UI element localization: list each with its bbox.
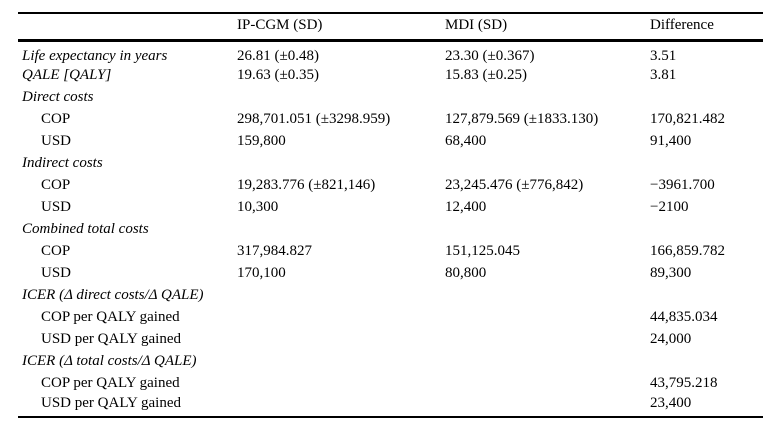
row-label: Direct costs bbox=[22, 89, 94, 105]
row-label: Life expectancy in years bbox=[22, 47, 168, 64]
table-row: COP 298,701.051 (±3298.959) 127,879.569 … bbox=[18, 109, 763, 131]
row-label: COP bbox=[41, 243, 71, 259]
table-row: Life expectancy in years 26.81 (±0.48) 2… bbox=[18, 40, 763, 65]
value-cell-difference: 89,300 bbox=[650, 265, 692, 281]
value-cell-ipcgm: 298,701.051 (±3298.959) bbox=[237, 111, 391, 127]
row-label: Indirect costs bbox=[22, 155, 103, 171]
row-label: ICER (Δ direct costs/Δ QALE) bbox=[22, 287, 204, 303]
value-cell-ipcgm: 19.63 (±0.35) bbox=[237, 67, 319, 83]
row-label: USD bbox=[41, 133, 72, 149]
table-row: USD per QALY gained 23,400 bbox=[18, 395, 763, 417]
value-cell-difference: 91,400 bbox=[650, 133, 692, 149]
value-cell-difference: 43,795.218 bbox=[650, 375, 718, 391]
value-cell-mdi bbox=[445, 153, 650, 175]
value-cell-mdi bbox=[445, 285, 650, 307]
value-cell-mdi bbox=[445, 329, 650, 351]
table-row: ICER (Δ direct costs/Δ QALE) bbox=[18, 285, 763, 307]
value-cell-ipcgm bbox=[237, 219, 445, 241]
row-label: COP bbox=[41, 111, 71, 127]
table-row: USD 159,800 68,400 91,400 bbox=[18, 131, 763, 153]
value-cell-ipcgm bbox=[237, 87, 445, 109]
value-cell-mdi: 12,400 bbox=[445, 199, 487, 215]
value-cell-mdi: 151,125.045 bbox=[445, 243, 520, 259]
value-cell-ipcgm: 26.81 (±0.48) bbox=[237, 47, 319, 64]
table-row: COP 19,283.776 (±821,146) 23,245.476 (±7… bbox=[18, 175, 763, 197]
value-cell-difference bbox=[650, 153, 763, 175]
value-cell-difference bbox=[650, 351, 763, 373]
value-cell-mdi: 23,245.476 (±776,842) bbox=[445, 177, 584, 193]
value-cell-ipcgm bbox=[237, 395, 445, 417]
value-cell-ipcgm: 170,100 bbox=[237, 265, 286, 281]
value-cell-ipcgm: 317,984.827 bbox=[237, 243, 312, 259]
row-label: Combined total costs bbox=[22, 221, 149, 237]
column-header-stub bbox=[18, 13, 237, 40]
value-cell-ipcgm bbox=[237, 285, 445, 307]
table-row: USD per QALY gained 24,000 bbox=[18, 329, 763, 351]
value-cell-mdi: 80,800 bbox=[445, 265, 487, 281]
value-cell-mdi bbox=[445, 219, 650, 241]
row-label: QALE [QALY] bbox=[22, 67, 112, 83]
column-header-ipcgm: IP-CGM (SD) bbox=[237, 16, 323, 33]
value-cell-difference: 23,400 bbox=[650, 394, 692, 411]
table-row: USD 170,100 80,800 89,300 bbox=[18, 263, 763, 285]
table-row: Combined total costs bbox=[18, 219, 763, 241]
column-header-mdi: MDI (SD) bbox=[445, 16, 508, 33]
row-label: ICER (Δ total costs/Δ QALE) bbox=[22, 353, 197, 369]
table-row: COP 317,984.827 151,125.045 166,859.782 bbox=[18, 241, 763, 263]
value-cell-difference bbox=[650, 219, 763, 241]
value-cell-difference: 166,859.782 bbox=[650, 243, 725, 259]
value-cell-difference: −3961.700 bbox=[650, 177, 715, 193]
cost-effectiveness-table: IP-CGM (SD) MDI (SD) Difference Life exp… bbox=[18, 12, 763, 418]
value-cell-mdi: 68,400 bbox=[445, 133, 487, 149]
value-cell-ipcgm bbox=[237, 373, 445, 395]
row-label: USD per QALY gained bbox=[41, 331, 181, 347]
value-cell-mdi: 127,879.569 (±1833.130) bbox=[445, 111, 599, 127]
table-row: QALE [QALY] 19.63 (±0.35) 15.83 (±0.25) … bbox=[18, 65, 763, 87]
table-row: Direct costs bbox=[18, 87, 763, 109]
value-cell-difference bbox=[650, 285, 763, 307]
row-label: USD per QALY gained bbox=[41, 394, 181, 411]
row-label: COP per QALY gained bbox=[41, 309, 180, 325]
value-cell-difference: 3.51 bbox=[650, 47, 677, 64]
value-cell-mdi bbox=[445, 395, 650, 417]
table-row: COP per QALY gained 44,835.034 bbox=[18, 307, 763, 329]
value-cell-difference: 44,835.034 bbox=[650, 309, 718, 325]
value-cell-difference: 24,000 bbox=[650, 331, 692, 347]
value-cell-difference: 170,821.482 bbox=[650, 111, 725, 127]
row-label: COP bbox=[41, 177, 71, 193]
value-cell-mdi bbox=[445, 351, 650, 373]
header-row: IP-CGM (SD) MDI (SD) Difference bbox=[18, 13, 763, 40]
value-cell-mdi bbox=[445, 87, 650, 109]
value-cell-difference: 3.81 bbox=[650, 67, 677, 83]
table-row: USD 10,300 12,400 −2100 bbox=[18, 197, 763, 219]
table-row: ICER (Δ total costs/Δ QALE) bbox=[18, 351, 763, 373]
table-row: COP per QALY gained 43,795.218 bbox=[18, 373, 763, 395]
value-cell-ipcgm: 19,283.776 (±821,146) bbox=[237, 177, 376, 193]
table-row: Indirect costs bbox=[18, 153, 763, 175]
value-cell-ipcgm bbox=[237, 307, 445, 329]
value-cell-ipcgm bbox=[237, 329, 445, 351]
value-cell-difference: −2100 bbox=[650, 199, 689, 215]
value-cell-ipcgm bbox=[237, 351, 445, 373]
value-cell-mdi: 15.83 (±0.25) bbox=[445, 67, 527, 83]
row-label: COP per QALY gained bbox=[41, 375, 180, 391]
value-cell-mdi bbox=[445, 373, 650, 395]
value-cell-ipcgm: 10,300 bbox=[237, 199, 279, 215]
value-cell-ipcgm: 159,800 bbox=[237, 133, 286, 149]
value-cell-ipcgm bbox=[237, 153, 445, 175]
row-label: USD bbox=[41, 199, 72, 215]
row-label: USD bbox=[41, 265, 72, 281]
value-cell-difference bbox=[650, 87, 763, 109]
value-cell-mdi: 23.30 (±0.367) bbox=[445, 47, 535, 64]
column-header-difference: Difference bbox=[650, 16, 714, 33]
value-cell-mdi bbox=[445, 307, 650, 329]
